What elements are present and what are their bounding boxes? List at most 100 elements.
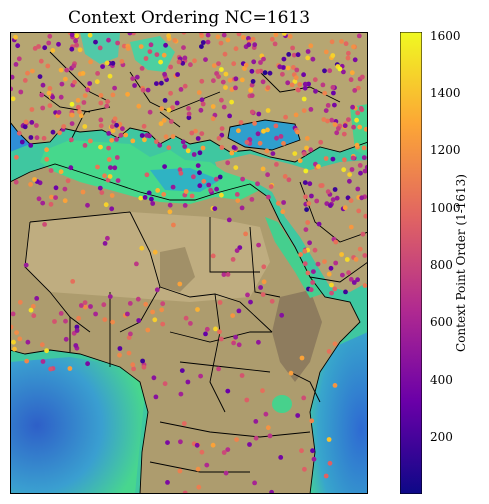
context-point (99, 190, 105, 196)
context-point (161, 192, 167, 197)
context-point (71, 63, 77, 69)
context-point (178, 391, 184, 397)
map-panel (10, 32, 368, 494)
context-point (332, 383, 338, 388)
context-point (344, 257, 350, 262)
context-point (258, 285, 263, 290)
context-point (162, 381, 168, 387)
context-point (114, 155, 120, 160)
context-point (210, 104, 216, 109)
context-point (200, 101, 206, 107)
context-point (330, 53, 336, 58)
context-point (278, 455, 284, 460)
context-point (104, 103, 110, 109)
context-point (109, 206, 115, 212)
context-point (291, 65, 296, 70)
context-point (36, 44, 41, 49)
context-point (109, 124, 115, 129)
context-point (77, 47, 83, 53)
context-point (109, 137, 115, 143)
context-point (332, 286, 338, 292)
context-point (141, 364, 147, 370)
context-point (360, 231, 366, 237)
context-point (63, 336, 69, 342)
context-point (136, 103, 142, 109)
context-point (211, 78, 216, 84)
context-point (301, 96, 307, 102)
context-point (250, 36, 256, 42)
context-point (172, 38, 178, 43)
context-point (154, 81, 159, 86)
context-point (327, 68, 333, 74)
context-point (95, 71, 100, 76)
context-point (62, 186, 68, 192)
context-point (249, 68, 255, 74)
context-point (299, 448, 304, 454)
context-point (265, 172, 270, 178)
context-point (239, 77, 245, 83)
context-point (166, 107, 172, 113)
context-point (346, 50, 351, 56)
context-point (257, 140, 263, 146)
context-point (143, 56, 149, 61)
context-point (314, 198, 320, 204)
context-point (76, 315, 81, 321)
context-point (328, 203, 333, 209)
context-point (74, 324, 80, 330)
context-point (165, 480, 170, 485)
context-point (260, 166, 266, 172)
context-point (74, 328, 80, 333)
context-point (107, 174, 113, 179)
context-point (98, 123, 104, 129)
context-point (25, 339, 31, 345)
context-point (34, 135, 40, 141)
context-point (153, 394, 159, 400)
context-point (233, 76, 239, 82)
context-point (233, 334, 239, 340)
context-point (150, 309, 156, 315)
context-point (191, 152, 197, 157)
context-point (200, 40, 206, 45)
context-point (249, 82, 255, 88)
context-point (69, 121, 75, 126)
context-point (337, 66, 343, 72)
context-point (265, 85, 271, 91)
context-point (37, 74, 43, 79)
context-point (28, 307, 34, 313)
context-point (180, 139, 186, 145)
context-point (32, 177, 37, 182)
context-point (216, 61, 221, 66)
context-point (114, 122, 119, 128)
context-point (357, 163, 363, 168)
context-point (200, 145, 206, 151)
context-point (106, 157, 112, 162)
context-point (192, 58, 197, 64)
context-point (30, 68, 35, 74)
context-point (40, 359, 46, 364)
context-point (100, 64, 105, 69)
context-point (98, 117, 104, 123)
context-point (128, 331, 133, 337)
context-point (74, 42, 79, 48)
context-point (341, 69, 346, 75)
context-point (277, 64, 283, 70)
context-point (323, 473, 329, 479)
context-point (98, 144, 103, 150)
context-point (179, 368, 185, 373)
context-point (296, 87, 301, 93)
context-point (326, 271, 332, 277)
context-point (355, 110, 361, 116)
context-point (196, 90, 202, 95)
context-point (58, 67, 64, 73)
context-point (182, 83, 188, 89)
context-point (197, 150, 203, 156)
context-point (356, 33, 362, 39)
context-point (191, 174, 196, 180)
context-point (163, 134, 169, 140)
context-point (356, 208, 362, 214)
context-point (223, 470, 229, 476)
context-point (182, 144, 188, 149)
context-point (342, 123, 348, 129)
context-point (181, 45, 186, 50)
context-point (248, 299, 253, 305)
